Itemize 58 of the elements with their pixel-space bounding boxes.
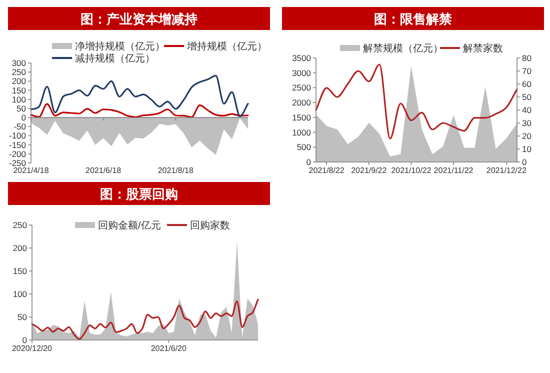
y-tick-label: 150 (12, 266, 28, 276)
x-tick-label: 2020/12/20 (12, 344, 53, 353)
x-tick-label: 2021/10/22 (391, 166, 432, 175)
y2-tick-label: 20 (522, 131, 532, 141)
legend-label: 回购家数 (190, 220, 230, 232)
y2-tick-label: 30 (522, 118, 532, 128)
x-tick-label: 2021/6/20 (150, 344, 187, 353)
legend-label: 解禁规模（亿元） (363, 42, 443, 54)
y2-tick-label: 80 (522, 53, 532, 63)
y2-tick-label: 0 (522, 157, 527, 167)
chart-title: 图：股票回购 (100, 186, 178, 202)
chart-title: 图：产业资本增减持 (80, 12, 198, 26)
y-tick-label: 2000 (292, 98, 312, 108)
legend-label: 减持规模（亿元） (75, 52, 155, 64)
y-tick-label: 200 (12, 76, 26, 86)
y-tick-label: 3500 (292, 53, 312, 63)
y-tick-label: 1000 (292, 127, 312, 138)
y-tick-label: 200 (12, 243, 28, 253)
y2-tick-label: 70 (522, 66, 532, 76)
y-tick-label: 150 (12, 85, 26, 96)
y-tick-label: 3000 (292, 68, 312, 78)
y2-tick-label: 40 (522, 105, 532, 115)
x-tick-label: 2021/12/22 (486, 166, 527, 175)
line-series (315, 64, 518, 140)
y-tick-label: 50 (18, 312, 28, 322)
y-tick-label: 0 (21, 112, 26, 123)
y-tick-label: 50 (16, 103, 26, 114)
y-tick-label: -100 (8, 130, 26, 141)
y-tick-label: 250 (12, 220, 28, 230)
chart-title: 图：限售解禁 (374, 12, 453, 26)
y-tick-label: 500 (296, 142, 312, 152)
x-tick-label: 2021/8/22 (308, 166, 345, 175)
x-tick-label: 2021/9/22 (351, 166, 388, 175)
y-tick-label: 2500 (292, 82, 312, 93)
y-tick-label: 100 (12, 289, 28, 299)
y-tick-label: 0 (306, 157, 312, 167)
y-tick-label: 100 (12, 94, 26, 104)
line-series (30, 103, 249, 118)
y-tick-label: -50 (14, 122, 26, 132)
y-tick-label: -200 (8, 148, 26, 159)
x-tick-label: 2021/4/18 (13, 166, 50, 175)
y-tick-label: -250 (8, 158, 26, 168)
legend-label: 增持规模（亿元） (186, 40, 267, 52)
y2-tick-label: 60 (522, 79, 532, 89)
legend-label: 净增持规模（亿元） (75, 40, 165, 52)
y2-tick-label: 50 (522, 92, 532, 102)
y-tick-label: -150 (8, 140, 26, 150)
x-tick-label: 2021/6/18 (86, 166, 122, 175)
x-tick-label: 2021/8/18 (158, 166, 194, 175)
legend-label: 回购金额/亿元 (98, 220, 161, 232)
y-tick-label: 250 (12, 67, 26, 78)
y-tick-label: 0 (22, 335, 28, 345)
y-tick-label: 1500 (292, 112, 312, 122)
line-series (30, 74, 249, 118)
y-tick-label: 300 (12, 58, 26, 68)
y2-tick-label: 10 (522, 144, 532, 154)
legend-label: 解禁家数 (463, 42, 503, 54)
x-tick-label: 2021/11/22 (434, 166, 474, 175)
